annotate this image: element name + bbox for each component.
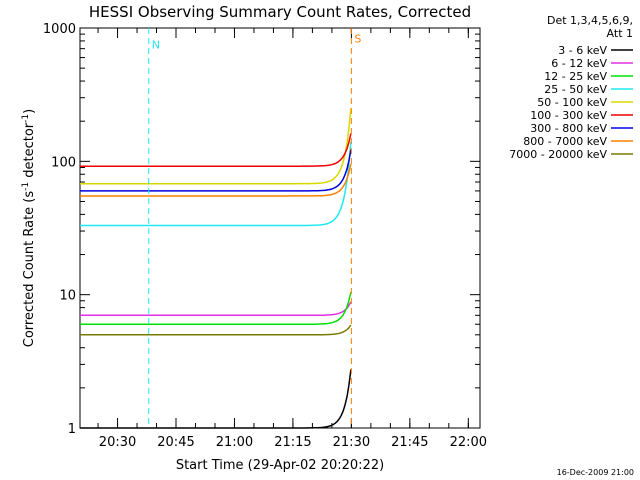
x-axis-label: Start Time (29-Apr-02 20:20:22) bbox=[176, 458, 384, 473]
series-line bbox=[80, 369, 352, 429]
timestamp: 16-Dec-2009 21:00 bbox=[557, 468, 634, 477]
series-line bbox=[80, 291, 352, 325]
series-line bbox=[80, 301, 352, 317]
x-tick-label: 21:15 bbox=[274, 435, 311, 450]
legend-label: 50 - 100 keV bbox=[537, 96, 607, 109]
x-tick-label: 22:00 bbox=[450, 435, 487, 450]
y-tick-label: 10 bbox=[59, 289, 76, 304]
annotation-label: S bbox=[354, 33, 361, 46]
y-tick-label: 1 bbox=[68, 422, 76, 437]
series-line bbox=[80, 149, 352, 192]
legend-label: 100 - 300 keV bbox=[530, 109, 607, 122]
series-line bbox=[80, 108, 352, 185]
legend-label: 300 - 800 keV bbox=[530, 122, 607, 135]
y-ticks: 1 10 100 1000 bbox=[43, 22, 480, 437]
legend-label: 800 - 7000 keV bbox=[523, 135, 607, 148]
legend-label: 7000 - 20000 keV bbox=[509, 148, 607, 161]
x-tick-label: 21:30 bbox=[333, 435, 370, 450]
y-axis-label-main: Corrected Count Rate (s bbox=[22, 191, 37, 348]
series-line bbox=[80, 324, 352, 336]
y-axis-label-end: ) bbox=[22, 109, 37, 114]
series-line bbox=[80, 163, 352, 197]
chart-title: HESSI Observing Summary Count Rates, Cor… bbox=[89, 3, 471, 21]
y-tick-label: 100 bbox=[51, 155, 76, 170]
x-tick-label: 21:00 bbox=[216, 435, 253, 450]
legend-label: 3 - 6 keV bbox=[558, 44, 607, 57]
series-line bbox=[80, 141, 352, 227]
y-axis-label-sup2: -1 bbox=[21, 114, 31, 123]
series-line bbox=[80, 133, 352, 167]
x-ticks: 20:30 20:45 21:00 21:15 21:30 21:45 22:00 bbox=[97, 28, 487, 450]
legend-label: 25 - 50 keV bbox=[544, 83, 607, 96]
y-axis-label-mid: detector bbox=[22, 122, 37, 182]
legend-label: 6 - 12 keV bbox=[551, 57, 607, 70]
plot-frame bbox=[79, 27, 481, 429]
x-tick-label: 20:45 bbox=[157, 435, 194, 450]
legend-title-line-1: Det 1,3,4,5,6,9, bbox=[547, 14, 633, 27]
annotation-label: N bbox=[152, 38, 160, 51]
series-layer bbox=[80, 108, 352, 429]
legend-title-line-2: Att 1 bbox=[607, 27, 633, 40]
y-axis-label: Corrected Count Rate (s-1 detector-1) bbox=[21, 109, 37, 347]
y-axis-label-sup1: -1 bbox=[21, 182, 31, 191]
y-tick-label: 1000 bbox=[43, 22, 76, 37]
legend-label: 12 - 25 keV bbox=[544, 70, 607, 83]
x-tick-label: 20:30 bbox=[99, 435, 136, 450]
x-tick-label: 21:45 bbox=[391, 435, 428, 450]
